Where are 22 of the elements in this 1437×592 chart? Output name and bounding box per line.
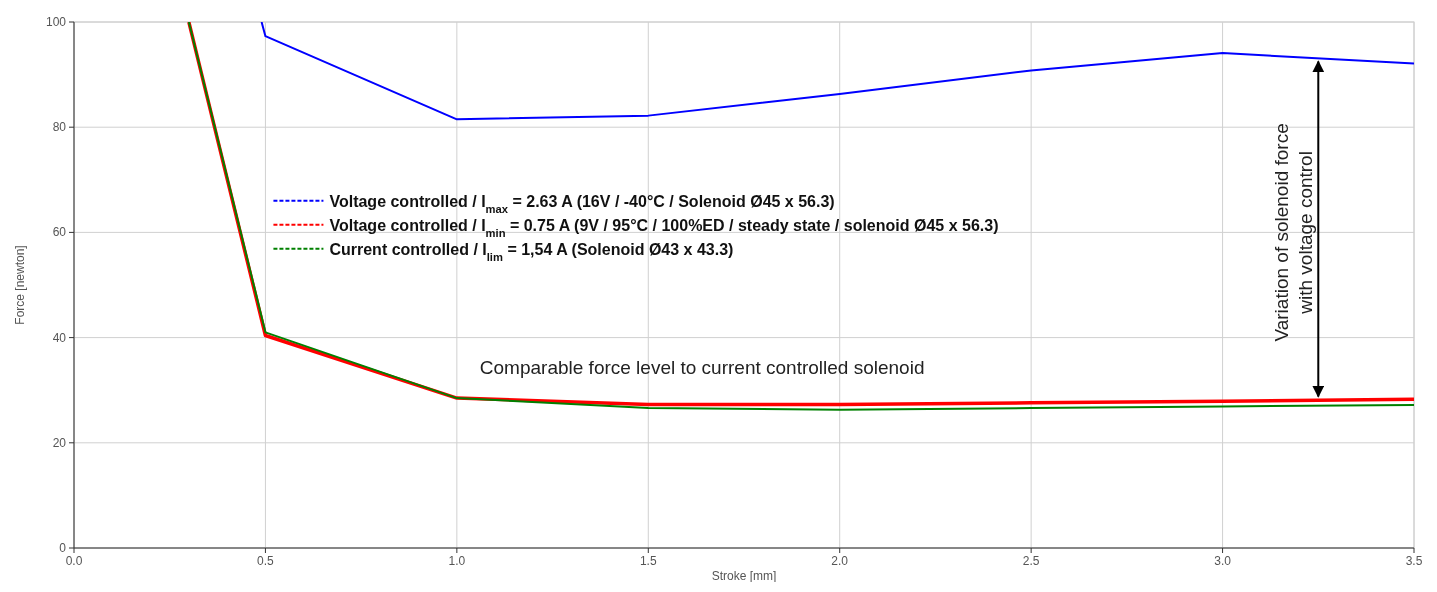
x-tick-label: 0.5 — [257, 554, 275, 568]
y-axis-title: Force [newton] — [13, 245, 27, 325]
y-tick-label: 40 — [52, 330, 67, 345]
y-tick-label: 100 — [45, 15, 67, 29]
x-tick-label: 0.0 — [65, 554, 83, 568]
x-tick-label: 3.0 — [1214, 554, 1232, 568]
x-tick-label: 3.5 — [1405, 554, 1423, 568]
x-axis-title: Stroke [mm] — [711, 569, 777, 583]
y-tick-label: 80 — [52, 120, 67, 135]
y-tick-label: 0 — [59, 541, 67, 555]
x-tick-label: 2.0 — [831, 554, 849, 568]
y-tick-label: 60 — [52, 225, 67, 240]
line-series — [260, 22, 1414, 121]
legend-label: Voltage controlled / I$_{min}$ = 0.75 A (9V / 95°C / 100%ED / steady state / solenoid Ø45 x 56.3) — [329, 216, 999, 239]
x-tick-label: 1.5 — [639, 554, 657, 568]
annotation: Variation of solenoid force with voltage control — [1270, 123, 1316, 342]
legend-label: Voltage controlled / I$_{max}$ = 2.63 A (16V / -40°C / Solenoid Ø45 x 56.3) — [329, 192, 835, 215]
y-tick-label: 20 — [52, 435, 67, 450]
x-tick-label: 1.0 — [448, 554, 466, 568]
legend-label: Current controlled / I$_{lim}$ = 1,54 A (Solenoid Ø43 x 43.3) — [329, 240, 734, 263]
annotation: Comparable force level to current controlled solenoid — [479, 357, 925, 379]
x-tick-label: 2.5 — [1022, 554, 1040, 568]
